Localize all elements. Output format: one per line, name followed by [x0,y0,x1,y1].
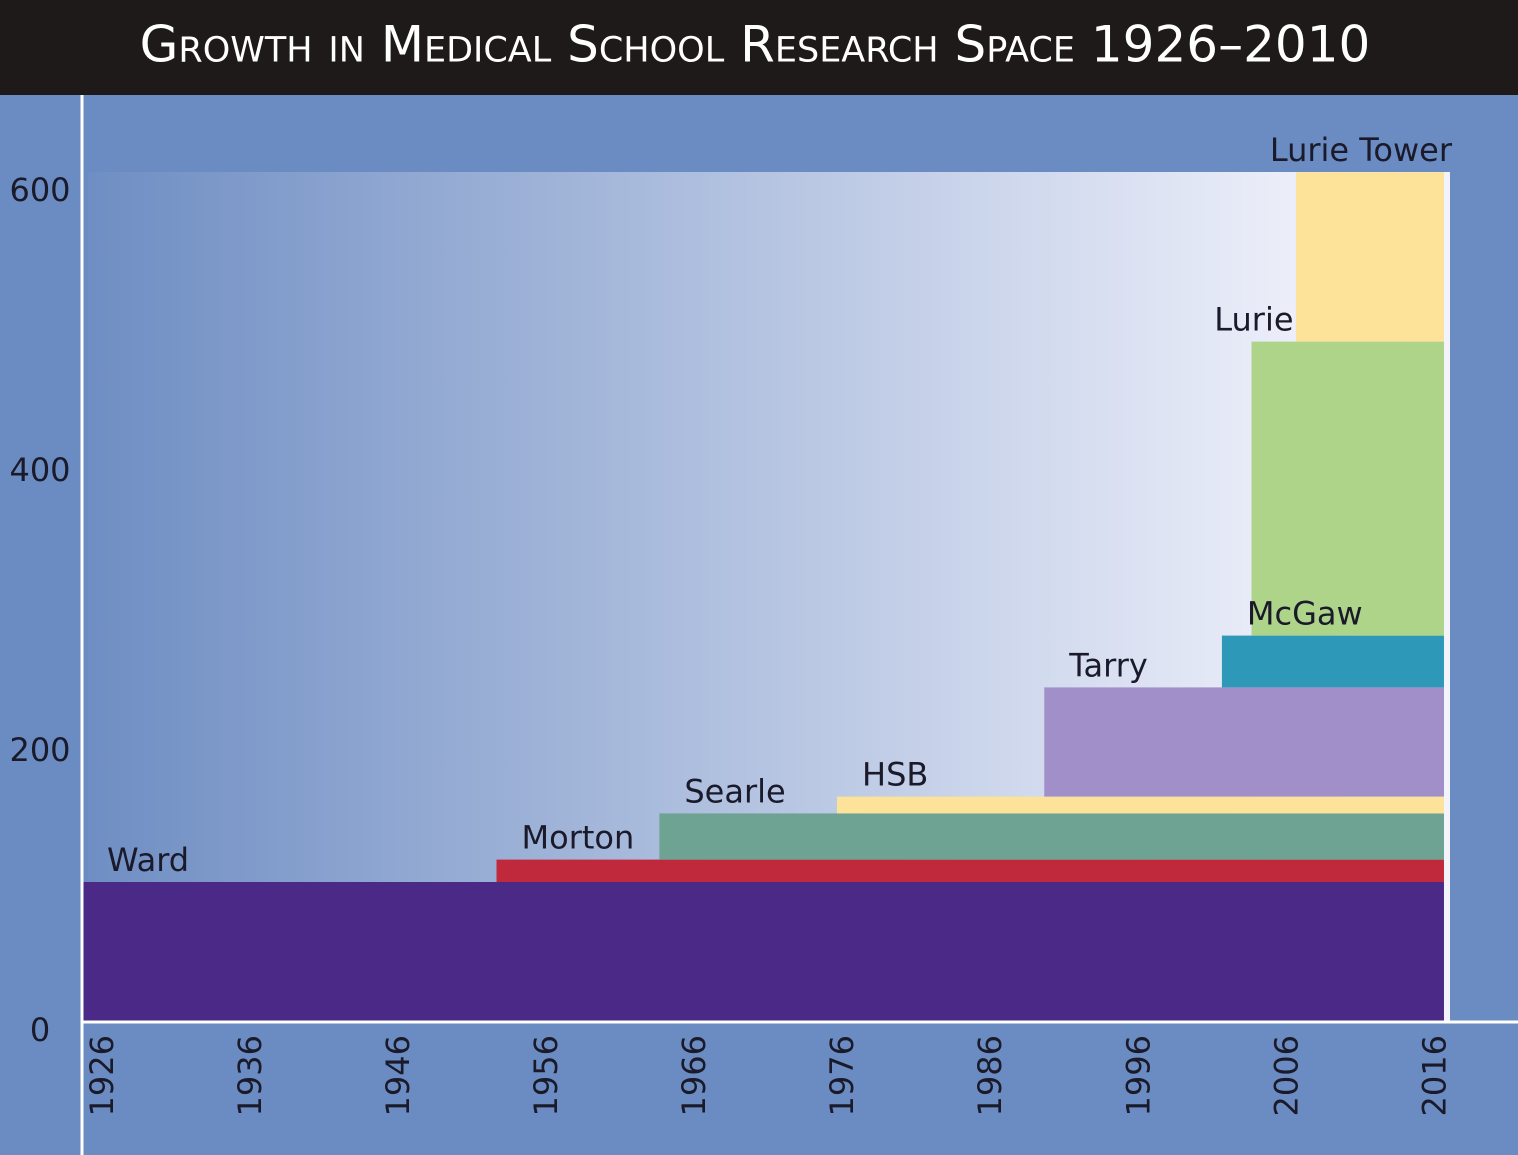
chart-title: Growth in Medical School Research Space … [140,16,1371,74]
legend-label: HSB [862,756,928,794]
legend-label: Morton [522,819,635,857]
y-tick-label: 600 [9,171,70,209]
legend-label: McGaw [1247,595,1363,633]
x-tick-label: 1966 [675,1035,713,1116]
area-segment [837,796,1444,814]
area-segment [82,882,1444,1022]
legend-label: Lurie Tower [1270,131,1453,169]
x-tick-label: 2016 [1415,1035,1453,1116]
x-tick-label: 1956 [527,1035,565,1116]
x-tick-label: 1946 [379,1035,417,1116]
marks [82,172,1444,1022]
title-bar [0,0,1518,95]
legend-label: Lurie [1214,301,1293,339]
area-segment [496,859,1444,882]
x-tick-label: 1996 [1119,1035,1157,1116]
legend-label: Searle [684,772,785,810]
y-tick-label: 400 [9,451,70,489]
legend-label: Ward [107,841,189,879]
area-segment [1295,172,1444,342]
area-segment [1044,687,1444,797]
y-tick-label: 200 [9,731,70,769]
x-tick-label: 1976 [823,1035,861,1116]
x-tick-label: 1926 [83,1035,121,1116]
x-tick-label: 1986 [971,1035,1009,1116]
area-segment [659,813,1444,860]
x-tick-label: 2006 [1267,1035,1305,1116]
area-segment [1251,341,1444,636]
area-segment [1221,635,1444,688]
x-tick-label: 1936 [231,1035,269,1116]
legend-label: Tarry [1068,646,1148,684]
y-tick-label: 0 [30,1011,50,1049]
